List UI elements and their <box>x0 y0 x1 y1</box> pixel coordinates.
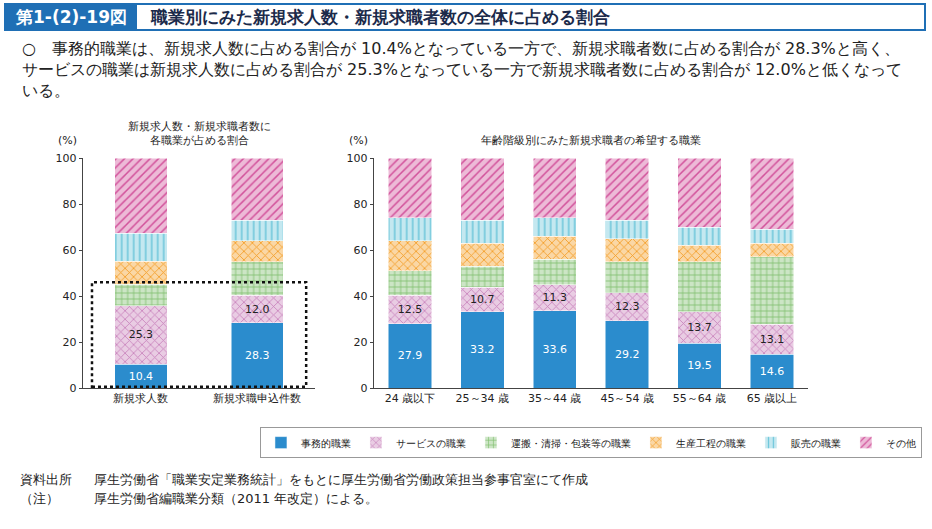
svg-text:80: 80 <box>353 198 367 211</box>
svg-text:60: 60 <box>62 244 76 257</box>
svg-text:60: 60 <box>353 244 367 257</box>
html-text:資料出所: 資料出所 <box>20 472 72 487</box>
svg-text:55～64 歳: 55～64 歳 <box>673 392 727 405</box>
svg-text:サービスの職業: サービスの職業 <box>396 438 466 449</box>
html-text:職業別にみた新規求人数・新規求職者数の全体に占める割合: 職業別にみた新規求人数・新規求職者数の全体に占める割合 <box>151 6 610 27</box>
html-text:○ 事務的職業は、新規求人数に占める割合が 10.4%となっ: ○ 事務的職業は、新規求人数に占める割合が 10.4%となっている一方で、新規求… <box>22 39 902 100</box>
html-text:厚生労働省編職業分類（2011 年改定）による。: 厚生労働省編職業分類（2011 年改定）による。 <box>94 491 379 506</box>
svg-text:年齢階級別にみた新規求職者の希望する職業: 年齢階級別にみた新規求職者の希望する職業 <box>481 134 701 147</box>
svg-text:生産工程の職業: 生産工程の職業 <box>676 438 746 449</box>
svg-text:(%): (%) <box>349 134 368 147</box>
svg-text:27.9: 27.9 <box>398 349 423 362</box>
svg-text:35～44 歳: 35～44 歳 <box>528 392 582 405</box>
svg-text:45～54 歳: 45～54 歳 <box>600 392 654 405</box>
svg-text:12.0: 12.0 <box>245 303 270 316</box>
html-text:厚生労働省「職業安定業務統計」をもとに厚生労働省労働政策担当: 厚生労働省「職業安定業務統計」をもとに厚生労働省労働政策担当参事官室にて作成 <box>94 472 588 487</box>
svg-text:40: 40 <box>353 290 367 303</box>
html-text:（注）: （注） <box>20 491 59 506</box>
svg-text:新規求職申込件数: 新規求職申込件数 <box>213 392 301 405</box>
svg-text:24 歳以下: 24 歳以下 <box>385 392 436 405</box>
svg-text:29.2: 29.2 <box>615 348 640 361</box>
svg-text:14.6: 14.6 <box>760 365 785 378</box>
svg-text:運搬・清掃・包装等の職業: 運搬・清掃・包装等の職業 <box>511 438 631 449</box>
svg-text:その他: その他 <box>886 438 916 449</box>
svg-text:新規求人数・新規求職者数に各職業が占める割合: 新規求人数・新規求職者数に各職業が占める割合 <box>128 120 271 147</box>
svg-text:13.7: 13.7 <box>687 321 712 334</box>
svg-text:19.5: 19.5 <box>687 359 712 372</box>
svg-text:100: 100 <box>346 152 367 165</box>
svg-text:25～34 歳: 25～34 歳 <box>456 392 510 405</box>
svg-text:10.4: 10.4 <box>129 370 154 383</box>
svg-text:25.3: 25.3 <box>129 328 154 341</box>
svg-text:販売の職業: 販売の職業 <box>791 438 841 449</box>
html-text:第1-(2)-19図: 第1-(2)-19図 <box>16 6 127 27</box>
svg-text:80: 80 <box>62 198 76 211</box>
svg-text:新規求人数: 新規求人数 <box>113 392 168 405</box>
svg-text:13.1: 13.1 <box>760 333 785 346</box>
svg-text:事務的職業: 事務的職業 <box>301 438 351 449</box>
svg-text:12.3: 12.3 <box>615 300 640 313</box>
svg-text:(%): (%) <box>58 134 77 147</box>
svg-text:33.2: 33.2 <box>470 343 495 356</box>
svg-text:10.7: 10.7 <box>470 293 495 306</box>
svg-text:0: 0 <box>69 382 76 395</box>
svg-text:20: 20 <box>353 336 367 349</box>
svg-text:0: 0 <box>360 382 367 395</box>
svg-text:33.6: 33.6 <box>542 343 567 356</box>
svg-text:65 歳以上: 65 歳以上 <box>747 392 798 405</box>
svg-text:40: 40 <box>62 290 76 303</box>
svg-text:12.5: 12.5 <box>398 303 423 316</box>
svg-text:28.3: 28.3 <box>245 349 270 362</box>
svg-text:100: 100 <box>55 152 76 165</box>
svg-text:11.3: 11.3 <box>542 291 567 304</box>
svg-text:20: 20 <box>62 336 76 349</box>
